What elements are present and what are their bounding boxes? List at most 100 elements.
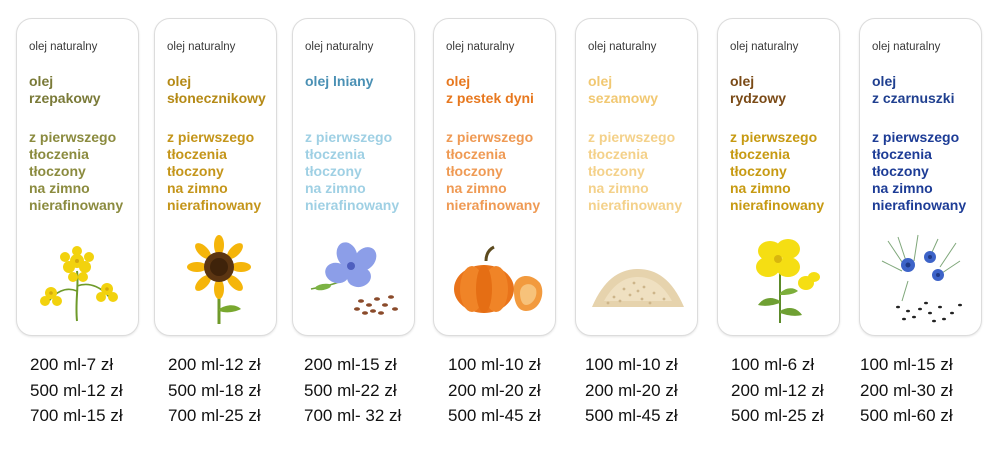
price-list-pumpkin-seed: 100 ml-10 zł 200 ml-20 zł 500 ml-45 zł xyxy=(448,352,578,429)
oil-name-line1: olej lniany xyxy=(305,73,374,89)
price-line: 200 ml-7 zł xyxy=(30,355,114,374)
desc-line: z pierwszego xyxy=(167,129,255,145)
price-list-rapeseed: 200 ml-7 zł 500 ml-12 zł 700 ml-15 zł xyxy=(30,352,160,429)
card-kicker: olej naturalny xyxy=(305,41,374,53)
card-kicker: olej naturalny xyxy=(446,41,515,53)
desc-line: na zimno xyxy=(588,180,649,196)
desc-line: tłoczony xyxy=(305,163,362,179)
desc-line: z pierwszego xyxy=(730,129,818,145)
oil-name: olej rzepakowy xyxy=(29,73,138,111)
product-card-camelina: olej naturalny olej rydzowy z pierwszego… xyxy=(717,18,840,336)
oil-name: olej lniany xyxy=(305,73,414,111)
oil-name-line2: sezamowy xyxy=(588,90,659,106)
rapeseed-flower-illustration xyxy=(40,246,118,322)
price-line: 700 ml-25 zł xyxy=(168,406,261,425)
desc-line: na zimno xyxy=(29,180,90,196)
price-list-linseed: 200 ml-15 zł 500 ml-22 zł 700 ml- 32 zł xyxy=(304,352,434,429)
desc-line: z pierwszego xyxy=(588,129,676,145)
desc-line: tłoczenia xyxy=(167,146,227,162)
desc-line: z pierwszego xyxy=(29,129,117,145)
product-card-pumpkin-seed: olej naturalny olej z pestek dyni z pier… xyxy=(433,18,556,336)
price-list-camelina: 100 ml-6 zł 200 ml-12 zł 500 ml-25 zł xyxy=(731,352,861,429)
camelina-flower-illustration xyxy=(756,239,820,323)
oil-description: z pierwszego tłoczenia tłoczony na zimno… xyxy=(29,129,138,214)
desc-line: z pierwszego xyxy=(872,129,960,145)
desc-line: tłoczenia xyxy=(730,146,790,162)
oil-description: z pierwszego tłoczenia tłoczony na zimno… xyxy=(167,129,276,214)
desc-line: tłoczony xyxy=(588,163,645,179)
product-card-linseed: olej naturalny olej lniany z pierwszego … xyxy=(292,18,415,336)
flax-flower-illustration xyxy=(310,242,398,315)
price-line: 200 ml-12 zł xyxy=(168,355,261,374)
oil-name-line1: olej xyxy=(446,73,471,89)
oil-name-line2: słonecznikowy xyxy=(167,90,266,106)
desc-line: tłoczenia xyxy=(872,146,932,162)
oil-name: olej z czarnuszki xyxy=(872,73,981,111)
desc-line: tłoczony xyxy=(446,163,503,179)
desc-line: na zimno xyxy=(730,180,791,196)
price-line: 500 ml-18 zł xyxy=(168,380,261,400)
desc-line: na zimno xyxy=(872,180,933,196)
price-line: 500 ml-45 zł xyxy=(585,406,678,425)
oil-name-line2: z pestek dyni xyxy=(446,90,534,106)
oil-description: z pierwszego tłoczenia tłoczony na zimno… xyxy=(588,129,697,214)
oil-description: z pierwszego tłoczenia tłoczony na zimno… xyxy=(446,129,555,214)
price-line: 200 ml-20 zł xyxy=(448,380,541,400)
price-line: 500 ml-22 zł xyxy=(304,380,397,400)
price-line: 200 ml-15 zł xyxy=(304,355,397,374)
oil-name-line2: rydzowy xyxy=(730,90,787,106)
price-line: 700 ml- 32 zł xyxy=(304,406,402,425)
desc-line: tłoczenia xyxy=(29,146,89,162)
price-line: 500 ml-12 zł xyxy=(30,380,123,400)
nigella-flower-illustration xyxy=(881,234,962,323)
product-card-rapeseed: olej naturalny olej rzepakowy z pierwsze… xyxy=(16,18,139,336)
price-line: 100 ml-10 zł xyxy=(585,355,678,374)
price-line: 200 ml-12 zł xyxy=(731,380,824,400)
product-card-black-cumin: olej naturalny olej z czarnuszki z pierw… xyxy=(859,18,982,336)
oil-name-line2: rzepakowy xyxy=(29,90,101,106)
oil-description: z pierwszego tłoczenia tłoczony na zimno… xyxy=(872,129,981,214)
desc-line: tłoczenia xyxy=(446,146,506,162)
oil-name: olej sezamowy xyxy=(588,73,697,111)
price-line: 200 ml-20 zł xyxy=(585,380,678,400)
desc-line: nierafinowany xyxy=(446,197,541,213)
oil-name-line1: olej xyxy=(588,73,613,89)
price-line: 100 ml-15 zł xyxy=(860,355,953,374)
desc-line: nierafinowany xyxy=(730,197,825,213)
oil-name-line1: olej xyxy=(872,73,897,89)
oil-name: olej słonecznikowy xyxy=(167,73,276,111)
desc-line: nierafinowany xyxy=(29,197,124,213)
product-card-sesame: olej naturalny olej sezamowy z pierwszeg… xyxy=(575,18,698,336)
card-kicker: olej naturalny xyxy=(872,41,941,53)
card-kicker: olej naturalny xyxy=(588,41,657,53)
card-kicker: olej naturalny xyxy=(29,41,98,53)
card-kicker: olej naturalny xyxy=(730,41,799,53)
sesame-seeds-illustration xyxy=(592,269,684,307)
oil-name-line1: olej xyxy=(730,73,755,89)
desc-line: nierafinowany xyxy=(167,197,262,213)
desc-line: nierafinowany xyxy=(588,197,683,213)
desc-line: tłoczony xyxy=(872,163,929,179)
price-list-sunflower: 200 ml-12 zł 500 ml-18 zł 700 ml-25 zł xyxy=(168,352,298,429)
price-list-black-cumin: 100 ml-15 zł 200 ml-30 zł 500 ml-60 zł xyxy=(860,352,990,429)
desc-line: tłoczony xyxy=(167,163,224,179)
price-line: 100 ml-6 zł xyxy=(731,355,815,374)
price-line: 700 ml-15 zł xyxy=(30,406,123,425)
sunflower-illustration xyxy=(187,235,251,324)
oil-description: z pierwszego tłoczenia tłoczony na zimno… xyxy=(730,129,839,214)
desc-line: tłoczenia xyxy=(305,146,365,162)
price-line: 100 ml-10 zł xyxy=(448,355,541,374)
pumpkin-illustration xyxy=(454,245,543,313)
oil-name-line2: z czarnuszki xyxy=(872,90,955,106)
desc-line: nierafinowany xyxy=(305,197,400,213)
desc-line: na zimno xyxy=(167,180,228,196)
oil-name: olej z pestek dyni xyxy=(446,73,555,111)
desc-line: na zimno xyxy=(446,180,507,196)
oil-name: olej rydzowy xyxy=(730,73,839,111)
price-line: 500 ml-25 zł xyxy=(731,406,824,425)
price-list-sesame: 100 ml-10 zł 200 ml-20 zł 500 ml-45 zł xyxy=(585,352,715,429)
price-line: 500 ml-45 zł xyxy=(448,406,541,425)
desc-line: z pierwszego xyxy=(305,129,393,145)
oil-name-line1: olej xyxy=(167,73,192,89)
desc-line: na zimno xyxy=(305,180,366,196)
